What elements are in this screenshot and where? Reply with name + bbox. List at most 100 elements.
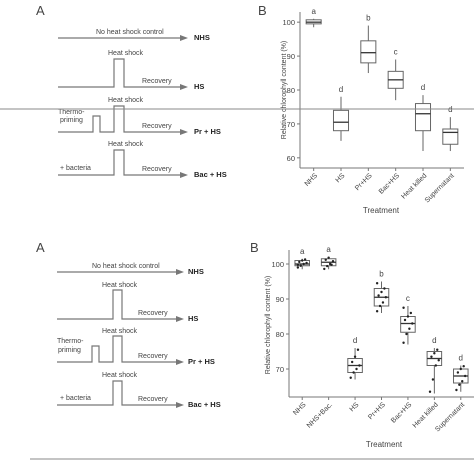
bottom-sig-letter: a: [300, 247, 305, 256]
bottom-panel-a-label: A: [36, 240, 45, 255]
bottom-data-point: [408, 327, 411, 330]
bottom-data-point: [411, 322, 414, 325]
bottom-bacteria-text: + bacteria: [60, 395, 91, 402]
bottom-data-point: [456, 371, 460, 374]
bottom-data-point: [402, 341, 405, 344]
bottom-control-arrowhead: [176, 269, 184, 275]
bottom-data-point: [405, 332, 408, 336]
bottom-data-point: [327, 256, 330, 259]
bottom-hs-recovery: Recovery: [138, 310, 168, 317]
bottom-schematic: [57, 269, 184, 408]
bottom-category-label: Pr+HS: [367, 401, 387, 421]
top-schematic-labels: No heat shock control Heat shock Recover…: [58, 29, 172, 173]
top-boxplot-chart: Relative chlorophyll content (%) Treatme…: [281, 7, 464, 215]
bottom-data-point: [302, 262, 305, 266]
top-category-label: Pr+HS: [354, 172, 374, 192]
bottom-data-point: [375, 310, 379, 313]
bottom-prhs-arrowhead: [176, 359, 184, 365]
bottom-category-label: HS: [349, 401, 361, 413]
bottom-data-point: [428, 390, 432, 393]
bottom-data-point: [461, 380, 464, 383]
top-y-tick-label: 90: [287, 52, 295, 61]
bottom-data-point: [383, 287, 386, 290]
bottom-hs-heat-shock: Heat shock: [102, 282, 138, 289]
bottom-bachs-trace: [57, 380, 178, 406]
bottom-row-labels: NHS HS Pr + HS Bac + HS: [188, 267, 221, 409]
bottom-data-point: [462, 365, 465, 368]
top-row-label-bachs: Bac + HS: [194, 170, 227, 179]
top-prhs-arrowhead: [180, 129, 188, 135]
top-control-arrowhead: [180, 35, 188, 41]
bottom-hs-arrowhead: [176, 316, 184, 322]
bottom-data-point: [384, 296, 388, 299]
top-prhs-trace: [58, 105, 182, 133]
bottom-thermo-line2: priming: [58, 347, 81, 354]
bottom-chart-xlabel: Treatment: [366, 440, 403, 449]
bottom-row-label-nhs: NHS: [188, 267, 204, 276]
bottom-category-label: Bac+HS: [390, 401, 413, 424]
bottom-data-point: [380, 290, 383, 294]
bottom-prhs-trace: [57, 335, 178, 363]
top-panel-b-label: B: [258, 3, 267, 18]
top-schematic: [58, 35, 188, 178]
bottom-data-point: [301, 259, 304, 262]
top-bacteria-text: + bacteria: [60, 165, 91, 172]
bottom-data-point: [331, 260, 335, 263]
top-y-tick-label: 80: [287, 86, 295, 95]
top-panel-a-label: A: [36, 3, 45, 18]
bottom-hs-trace: [57, 289, 178, 320]
top-hs-trace: [58, 58, 182, 88]
bottom-sig-letter: d: [432, 336, 436, 345]
top-box: [414, 103, 432, 132]
bottom-data-point: [430, 355, 433, 358]
bottom-data-point: [402, 306, 405, 309]
top-hs-recovery: Recovery: [142, 78, 172, 85]
top-box: [332, 109, 350, 132]
top-sig-letter: b: [366, 14, 371, 23]
top-y-tick-label: 70: [287, 120, 295, 129]
bottom-data-point: [434, 364, 438, 367]
bottom-data-point: [296, 263, 300, 266]
bottom-data-point: [403, 318, 407, 322]
bottom-data-point: [352, 371, 355, 374]
top-sig-letter: a: [311, 7, 316, 16]
top-sig-letter: d: [421, 83, 425, 92]
bottom-sig-letter: d: [353, 336, 357, 345]
bottom-sig-letter: a: [326, 245, 331, 254]
top-thermo-line1: Thermo-: [58, 109, 85, 116]
bottom-data-point: [409, 311, 413, 315]
top-hs-heat-shock: Heat shock: [108, 50, 144, 57]
bottom-data-point: [299, 264, 302, 267]
top-box: [360, 40, 377, 64]
bottom-data-point: [431, 378, 435, 381]
top-row-label-hs: HS: [194, 82, 204, 91]
bottom-data-point: [436, 348, 439, 351]
bottom-panel-b-label: B: [250, 240, 259, 255]
bottom-data-point: [375, 282, 379, 285]
top-y-tick-label: 100: [282, 18, 295, 27]
bottom-bachs-arrowhead: [176, 402, 184, 408]
bottom-data-point: [323, 267, 326, 271]
top-bachs-recovery: Recovery: [142, 166, 172, 173]
top-box: [442, 128, 459, 145]
bottom-prhs-recovery: Recovery: [138, 353, 168, 360]
top-bachs-trace: [58, 149, 182, 176]
figure-bottom: A B No heat shock control Heat shock Rec…: [36, 240, 474, 449]
top-bachs-heat-shock: Heat shock: [108, 141, 144, 148]
bottom-data-point: [378, 304, 382, 308]
bottom-boxplot-chart: Relative chlorophyll content (%) Treatme…: [265, 245, 474, 449]
top-hs-arrowhead: [180, 84, 188, 90]
bottom-y-tick-label: 100: [271, 260, 284, 269]
top-bachs-arrowhead: [180, 172, 188, 178]
bottom-data-point: [355, 367, 358, 371]
bottom-data-point: [406, 315, 410, 318]
bottom-sig-letter: b: [379, 270, 384, 279]
top-category-label: Supernatant: [424, 172, 456, 204]
bottom-data-point: [298, 260, 301, 264]
bottom-data-point: [356, 348, 360, 351]
bottom-data-point: [381, 301, 385, 304]
bottom-sig-letter: c: [406, 294, 410, 303]
bottom-row-label-bachs: Bac + HS: [188, 400, 221, 409]
bottom-data-point: [458, 383, 461, 386]
